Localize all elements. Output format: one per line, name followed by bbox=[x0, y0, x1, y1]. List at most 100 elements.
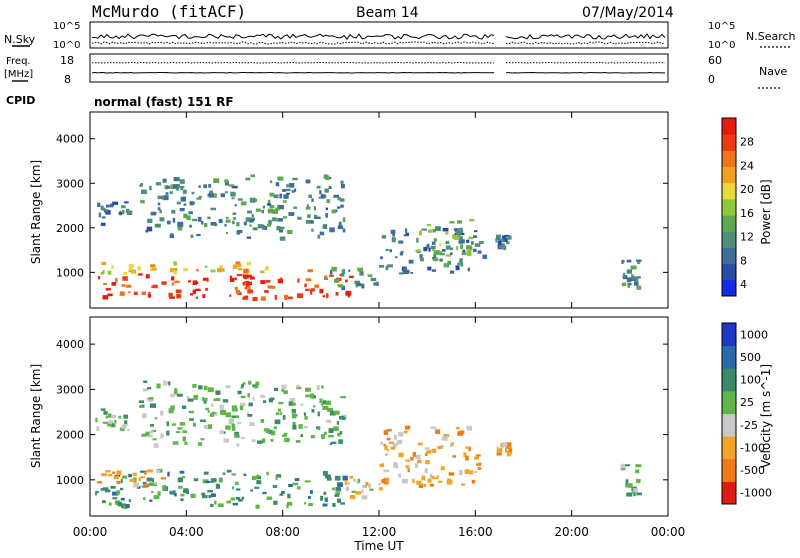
scatter-cell bbox=[207, 410, 210, 413]
scatter-cell bbox=[276, 474, 282, 478]
scatter-cell bbox=[132, 472, 137, 477]
scatter-cell bbox=[173, 270, 177, 275]
scatter-cell bbox=[427, 243, 430, 249]
scatter-cell bbox=[292, 402, 296, 406]
scatter-cell bbox=[256, 474, 260, 478]
y-tick-label: 1000 bbox=[56, 474, 84, 487]
scatter-cell bbox=[106, 204, 110, 208]
colorbar-segment bbox=[722, 182, 736, 200]
scatter-cell bbox=[174, 387, 177, 391]
scatter-cell bbox=[442, 249, 446, 252]
scatter-cell bbox=[300, 403, 304, 406]
scatter-cell bbox=[196, 268, 199, 272]
scatter-cell bbox=[119, 291, 125, 296]
scatter-cell bbox=[138, 477, 141, 481]
scatter-cell bbox=[177, 427, 183, 430]
scatter-cell bbox=[340, 273, 345, 277]
scatter-cell bbox=[183, 196, 186, 202]
scatter-cell bbox=[235, 261, 241, 265]
scatter-cell bbox=[175, 187, 180, 191]
scatter-cell bbox=[249, 281, 252, 286]
scatter-cell bbox=[429, 483, 434, 487]
scatter-cell bbox=[337, 432, 341, 437]
scatter-cell bbox=[446, 479, 453, 485]
x-tick-label: 20:00 bbox=[554, 525, 589, 539]
scatter-cell bbox=[320, 194, 326, 199]
colorbar-tick-label: 16 bbox=[740, 207, 754, 220]
colorbar-segment bbox=[722, 390, 736, 414]
scatter-cell bbox=[147, 387, 152, 390]
scatter-cell bbox=[111, 265, 114, 269]
scatter-cell bbox=[125, 504, 130, 508]
scatter-cell bbox=[275, 207, 280, 211]
scatter-cell bbox=[107, 270, 112, 275]
scatter-cell bbox=[211, 411, 216, 414]
scatter-cell bbox=[326, 199, 331, 203]
x-tick-label: 04:00 bbox=[169, 525, 204, 539]
scatter-cell bbox=[157, 491, 161, 496]
scatter-cell bbox=[471, 479, 475, 484]
freq-label: Freq. bbox=[6, 56, 31, 67]
scatter-cell bbox=[331, 266, 337, 272]
scatter-cell bbox=[105, 489, 111, 493]
scatter-cell bbox=[260, 296, 266, 301]
scatter-cell bbox=[189, 201, 195, 205]
scatter-cell bbox=[292, 411, 295, 414]
scatter-cell bbox=[240, 386, 244, 389]
scatter-cell bbox=[635, 464, 639, 468]
scatter-cell bbox=[162, 485, 166, 490]
scatter-cell bbox=[255, 208, 261, 212]
scatter-cell bbox=[160, 477, 167, 480]
scatter-cell bbox=[179, 179, 185, 184]
scatter-cell bbox=[110, 203, 114, 208]
scatter-cell bbox=[455, 265, 460, 271]
scatter-cell bbox=[342, 217, 346, 223]
scatter-cell bbox=[279, 193, 283, 199]
scatter-cell bbox=[267, 208, 273, 214]
scatter-cell bbox=[271, 430, 276, 436]
velocity-y-ticks: 1000 2000 3000 4000 bbox=[56, 338, 668, 487]
scatter-cell bbox=[351, 490, 356, 493]
scatter-cell bbox=[243, 473, 247, 476]
scatter-cell bbox=[297, 293, 303, 299]
scatter-cell bbox=[166, 421, 169, 427]
scatter-cell bbox=[428, 247, 431, 252]
scatter-cell bbox=[390, 229, 396, 234]
scatter-cell bbox=[210, 269, 216, 273]
scatter-cell bbox=[169, 191, 173, 194]
scatter-cell bbox=[231, 185, 238, 189]
scatter-cell bbox=[142, 413, 147, 419]
scatter-cell bbox=[418, 230, 422, 236]
scatter-cell bbox=[357, 267, 363, 272]
scatter-cell bbox=[225, 412, 232, 418]
scatter-cell bbox=[287, 229, 293, 234]
scatter-cell bbox=[627, 284, 631, 288]
scatter-cell bbox=[204, 223, 208, 228]
scatter-cell bbox=[240, 436, 246, 440]
nave-label: Nave bbox=[759, 65, 787, 78]
scatter-cell bbox=[143, 497, 146, 501]
scatter-cell bbox=[234, 415, 240, 419]
scatter-cell bbox=[461, 483, 466, 486]
scatter-cell bbox=[305, 288, 310, 291]
scatter-cell bbox=[127, 428, 130, 431]
scatter-cell bbox=[199, 195, 202, 199]
scatter-cell bbox=[497, 240, 502, 246]
scatter-cell bbox=[280, 412, 283, 415]
scatter-cell bbox=[95, 417, 98, 423]
scatter-cell bbox=[416, 480, 422, 485]
scatter-cell bbox=[321, 385, 324, 389]
scatter-cell bbox=[174, 493, 177, 497]
scatter-cell bbox=[457, 236, 463, 240]
scatter-cell bbox=[424, 468, 428, 474]
colorbar-segment bbox=[722, 198, 736, 216]
scatter-cell bbox=[407, 468, 410, 473]
scatter-cell bbox=[432, 229, 436, 233]
scatter-cell bbox=[311, 228, 314, 232]
scatter-cell bbox=[226, 469, 232, 473]
scatter-cell bbox=[200, 419, 206, 423]
scatter-cell bbox=[107, 423, 112, 427]
scatter-cell bbox=[234, 431, 239, 436]
nsky-trace bbox=[91, 33, 666, 40]
scatter-cell bbox=[323, 224, 328, 229]
